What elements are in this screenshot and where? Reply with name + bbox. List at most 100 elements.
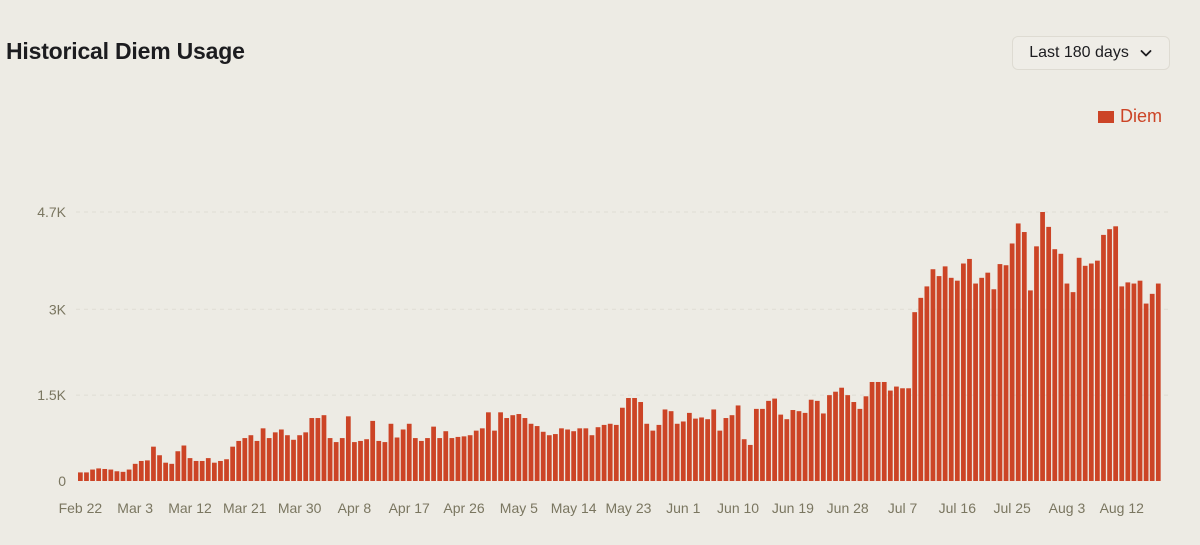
bar[interactable] bbox=[455, 436, 461, 481]
bar[interactable] bbox=[626, 398, 631, 481]
bar[interactable] bbox=[516, 414, 522, 481]
bar[interactable] bbox=[419, 440, 424, 481]
bar[interactable] bbox=[236, 440, 242, 481]
bar[interactable] bbox=[735, 405, 741, 481]
bar[interactable] bbox=[833, 391, 838, 481]
bar[interactable] bbox=[753, 408, 759, 481]
bar[interactable] bbox=[1155, 283, 1161, 481]
bar[interactable] bbox=[900, 388, 905, 481]
bar[interactable] bbox=[157, 455, 162, 481]
bar[interactable] bbox=[638, 402, 644, 481]
bar[interactable] bbox=[1034, 246, 1039, 481]
bar[interactable] bbox=[278, 429, 284, 481]
bar[interactable] bbox=[84, 472, 89, 481]
bar[interactable] bbox=[936, 276, 942, 481]
bar[interactable] bbox=[650, 430, 656, 481]
bar[interactable] bbox=[875, 381, 881, 481]
bar[interactable] bbox=[1058, 253, 1064, 481]
bar[interactable] bbox=[583, 428, 589, 481]
bar[interactable] bbox=[717, 430, 723, 481]
bar[interactable] bbox=[778, 414, 784, 481]
bar[interactable] bbox=[997, 264, 1003, 481]
bar[interactable] bbox=[345, 416, 351, 481]
bar[interactable] bbox=[193, 460, 199, 481]
bar[interactable] bbox=[498, 412, 503, 481]
bar[interactable] bbox=[297, 435, 302, 481]
bar[interactable] bbox=[839, 387, 844, 481]
bar[interactable] bbox=[1040, 212, 1045, 481]
bar[interactable] bbox=[486, 412, 491, 481]
bar[interactable] bbox=[364, 439, 369, 481]
bar[interactable] bbox=[674, 423, 680, 481]
bar[interactable] bbox=[90, 469, 95, 481]
bar[interactable] bbox=[96, 468, 102, 481]
bar[interactable] bbox=[589, 435, 595, 481]
bar[interactable] bbox=[973, 283, 978, 481]
bar[interactable] bbox=[1095, 260, 1100, 481]
date-range-dropdown[interactable]: Last 180 days bbox=[1012, 36, 1170, 70]
bar[interactable] bbox=[601, 424, 607, 481]
bar[interactable] bbox=[894, 386, 899, 481]
bar[interactable] bbox=[620, 407, 625, 481]
bar[interactable] bbox=[930, 269, 936, 481]
bar[interactable] bbox=[705, 419, 711, 481]
bar[interactable] bbox=[309, 418, 315, 481]
bar[interactable] bbox=[784, 419, 790, 481]
bar[interactable] bbox=[912, 312, 918, 481]
bar[interactable] bbox=[857, 408, 863, 481]
bar[interactable] bbox=[1015, 223, 1021, 481]
bar[interactable] bbox=[230, 446, 235, 481]
bar[interactable] bbox=[668, 411, 674, 481]
bar[interactable] bbox=[1101, 234, 1106, 481]
bar[interactable] bbox=[388, 423, 394, 481]
bar[interactable] bbox=[169, 463, 175, 481]
bar[interactable] bbox=[1009, 243, 1015, 481]
bar[interactable] bbox=[437, 438, 443, 481]
bar[interactable] bbox=[224, 459, 229, 481]
bar[interactable] bbox=[260, 428, 266, 481]
bar[interactable] bbox=[291, 439, 296, 481]
bar[interactable] bbox=[1046, 226, 1052, 481]
bar[interactable] bbox=[1028, 290, 1033, 481]
bar[interactable] bbox=[565, 429, 570, 481]
bar[interactable] bbox=[120, 471, 126, 481]
bar[interactable] bbox=[881, 381, 887, 481]
bar[interactable] bbox=[680, 421, 686, 481]
bar[interactable] bbox=[924, 286, 930, 481]
bar[interactable] bbox=[1107, 229, 1112, 481]
bar[interactable] bbox=[967, 258, 972, 481]
bar[interactable] bbox=[303, 432, 309, 481]
bar[interactable] bbox=[321, 415, 327, 481]
bar[interactable] bbox=[144, 460, 150, 481]
bar[interactable] bbox=[553, 434, 558, 481]
bar[interactable] bbox=[1119, 286, 1125, 481]
bar[interactable] bbox=[1149, 293, 1155, 481]
bar[interactable] bbox=[686, 412, 692, 481]
bar[interactable] bbox=[254, 440, 260, 481]
bar[interactable] bbox=[961, 263, 966, 481]
bar[interactable] bbox=[729, 415, 735, 481]
bar[interactable] bbox=[504, 418, 510, 481]
bar[interactable] bbox=[693, 418, 698, 481]
bar[interactable] bbox=[820, 413, 826, 481]
bar[interactable] bbox=[790, 410, 796, 481]
bar[interactable] bbox=[473, 430, 479, 481]
bar[interactable] bbox=[979, 277, 985, 481]
bar[interactable] bbox=[772, 398, 777, 481]
bar[interactable] bbox=[741, 439, 747, 481]
bar[interactable] bbox=[211, 462, 217, 481]
bar[interactable] bbox=[126, 469, 132, 481]
bar[interactable] bbox=[425, 438, 430, 481]
bar[interactable] bbox=[1064, 283, 1070, 481]
bar[interactable] bbox=[522, 418, 528, 481]
bar[interactable] bbox=[339, 438, 345, 481]
bar[interactable] bbox=[1082, 265, 1088, 481]
bar[interactable] bbox=[1052, 249, 1058, 481]
bar[interactable] bbox=[534, 426, 540, 481]
bar[interactable] bbox=[266, 438, 272, 481]
bar[interactable] bbox=[644, 423, 650, 481]
bar[interactable] bbox=[723, 418, 729, 481]
bar[interactable] bbox=[1070, 292, 1076, 481]
bar[interactable] bbox=[352, 442, 357, 481]
bar[interactable] bbox=[887, 390, 893, 481]
